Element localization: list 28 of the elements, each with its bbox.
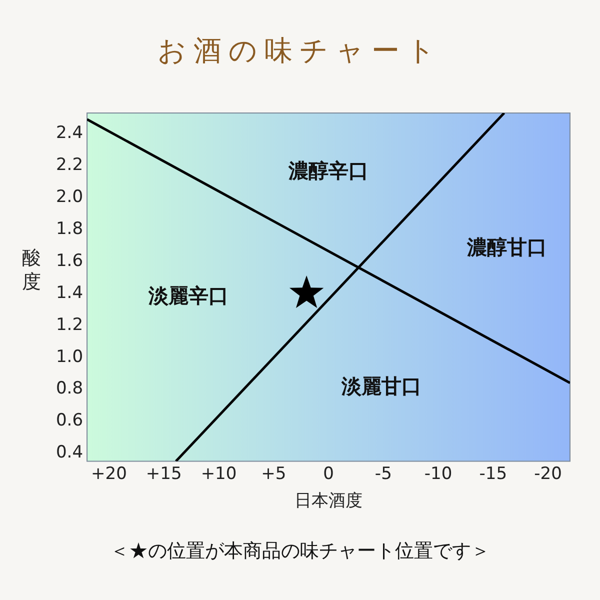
x-tick-label: -20 [534, 464, 562, 484]
annotation: 濃醇甘口 [466, 236, 548, 259]
annotation: 淡麗甘口 [340, 376, 422, 398]
y-tick-label: 1.8 [56, 219, 84, 240]
x-tick-label: +10 [200, 464, 237, 484]
y-axis-title: 酸度 [22, 246, 41, 294]
annotation: 濃醇辛口 [288, 159, 369, 182]
chart-title: お酒の味チャート [156, 35, 444, 69]
x-tick-label: -10 [424, 464, 452, 484]
y-tick-label: 1.4 [56, 282, 84, 303]
x-tick-label: -5 [374, 464, 392, 484]
y-tick-label: 1.6 [56, 250, 84, 271]
y-tick-label: 0.4 [56, 442, 84, 463]
y-tick-label: 2.4 [56, 123, 84, 144]
y-tick-label: 2.2 [56, 155, 84, 176]
y-tick-label: 2.0 [56, 187, 84, 208]
x-tick-label: +5 [261, 464, 286, 484]
x-tick-label: -15 [479, 464, 508, 484]
x-axis-title: 日本酒度 [294, 491, 363, 512]
x-tick-label: +15 [146, 464, 182, 484]
x-tick-label: +20 [91, 464, 127, 484]
y-tick-label: 0.6 [56, 410, 84, 431]
y-tick-label: 1.2 [56, 314, 84, 335]
annotation: 淡麗辛口 [147, 284, 228, 308]
x-tick-label: 0 [323, 464, 334, 484]
text: ＜★の位置が本商品の味チャート位置です＞ [109, 540, 491, 564]
y-tick-label: 1.0 [56, 346, 84, 367]
y-tick-label: 0.8 [56, 378, 84, 399]
